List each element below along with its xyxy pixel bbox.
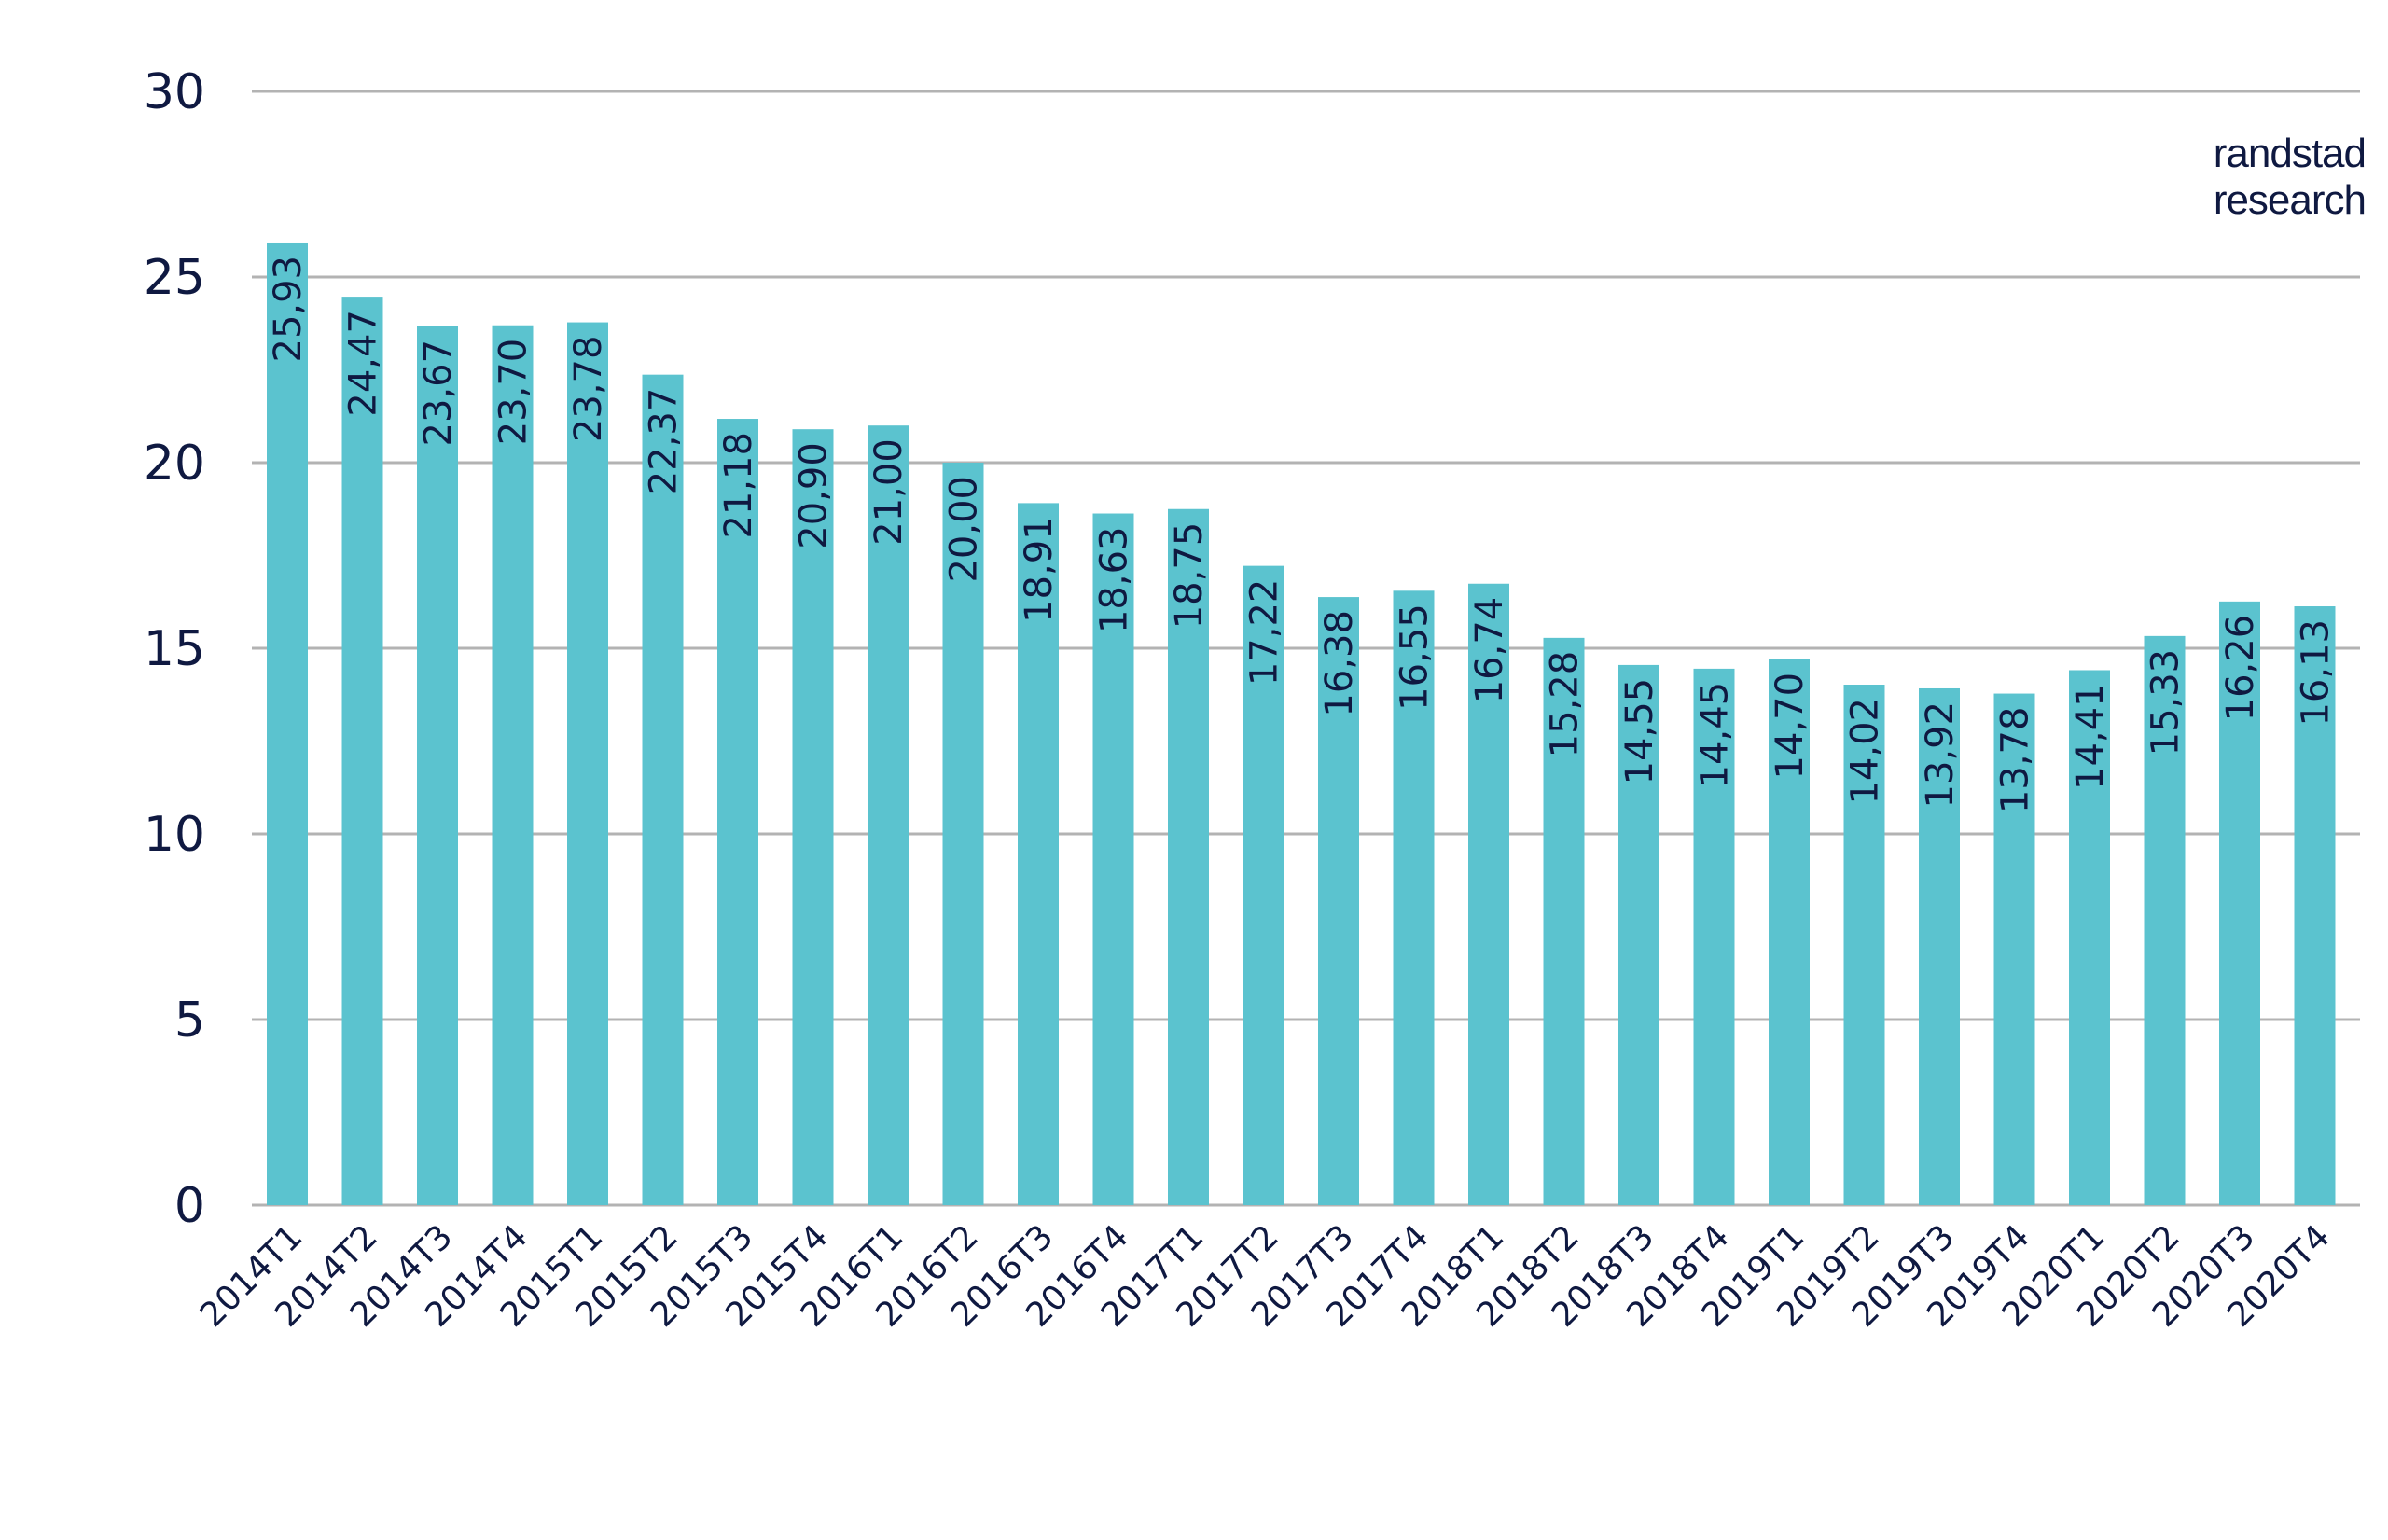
data-label: 14,70 [1769,673,1812,780]
bar-2019T4 [1993,693,2035,1205]
bar-2016T1 [868,425,909,1205]
bar-2016T4 [1092,513,1134,1205]
data-labels: 25,93 24,47 23,67 23,70 23,78 22,37 21,18 20,90… [267,256,2338,813]
bar-2017T1 [1168,508,1209,1205]
bars [267,242,2336,1206]
bar-2016T3 [1018,503,1059,1205]
bar-2014T2 [341,297,383,1205]
brand-line-1: randstad [2213,131,2367,176]
data-label: 20,90 [793,442,836,549]
data-label: 18,63 [1093,527,1136,634]
brand-line-2: research [2213,177,2367,223]
bar-2020T2 [2144,635,2186,1205]
bar-2014T4 [492,325,534,1205]
bar-2016T2 [942,463,984,1205]
data-label: 23,70 [493,339,535,446]
data-label: 14,02 [1844,698,1887,805]
data-label: 17,22 [1243,579,1286,687]
data-label: 20,00 [943,476,986,583]
data-label: 16,38 [1318,610,1361,717]
y-tick-label: 30 [144,64,205,120]
y-tick-label: 0 [174,1178,205,1234]
bar-2020T4 [2294,606,2336,1205]
data-label: 18,91 [1018,516,1061,623]
bar-2015T2 [642,374,684,1205]
bar-2017T3 [1318,597,1359,1205]
bar-2015T4 [792,429,834,1205]
y-tick-label: 25 [144,250,205,306]
data-label: 13,78 [1994,707,2037,814]
bar-2017T4 [1393,590,1435,1205]
y-tick-label: 15 [144,621,205,677]
data-label: 16,13 [2295,619,2338,727]
bar-2020T3 [2219,601,2260,1205]
bar-2018T3 [1618,664,1659,1205]
data-label: 18,75 [1168,522,1211,630]
bar-2018T1 [1468,583,1509,1205]
data-label: 16,55 [1394,604,1437,711]
bar-2017T2 [1243,565,1284,1205]
data-label: 22,37 [643,388,686,495]
data-label: 24,47 [342,310,385,417]
bar-2018T2 [1543,637,1585,1205]
bar-2015T1 [567,322,608,1205]
data-label: 16,74 [1468,597,1511,704]
y-tick-label: 10 [144,807,205,863]
data-label: 15,33 [2145,649,2187,756]
y-tick-label: 5 [174,992,205,1048]
data-label: 23,67 [417,340,460,447]
data-label: 25,93 [267,256,310,363]
data-label: 15,28 [1544,651,1587,758]
data-label: 23,78 [567,336,610,443]
data-label: 14,45 [1694,682,1737,789]
bar-2019T3 [1919,687,1960,1205]
bar-2020T1 [2069,670,2110,1205]
data-label: 21,18 [717,432,760,539]
bar-2019T2 [1843,685,1885,1205]
x-axis-ticks: 2014T12014T22014T32014T42015T12015T22015… [193,1217,2338,1335]
bar-2018T4 [1693,668,1735,1205]
data-label: 16,26 [2219,615,2262,722]
y-tick-label: 20 [144,436,205,492]
bar-2014T1 [267,242,308,1206]
bar-2015T3 [717,419,758,1205]
data-label: 14,55 [1618,678,1661,785]
data-label: 13,92 [1919,701,1962,809]
data-label: 21,00 [868,438,910,546]
bar-2014T3 [417,326,458,1206]
data-label: 14,41 [2069,683,2112,790]
randstad-research-logo: randstad research [2213,131,2367,224]
bar-2019T1 [1769,659,1810,1205]
y-axis-ticks: 0 5 10 15 20 25 30 [144,64,205,1234]
